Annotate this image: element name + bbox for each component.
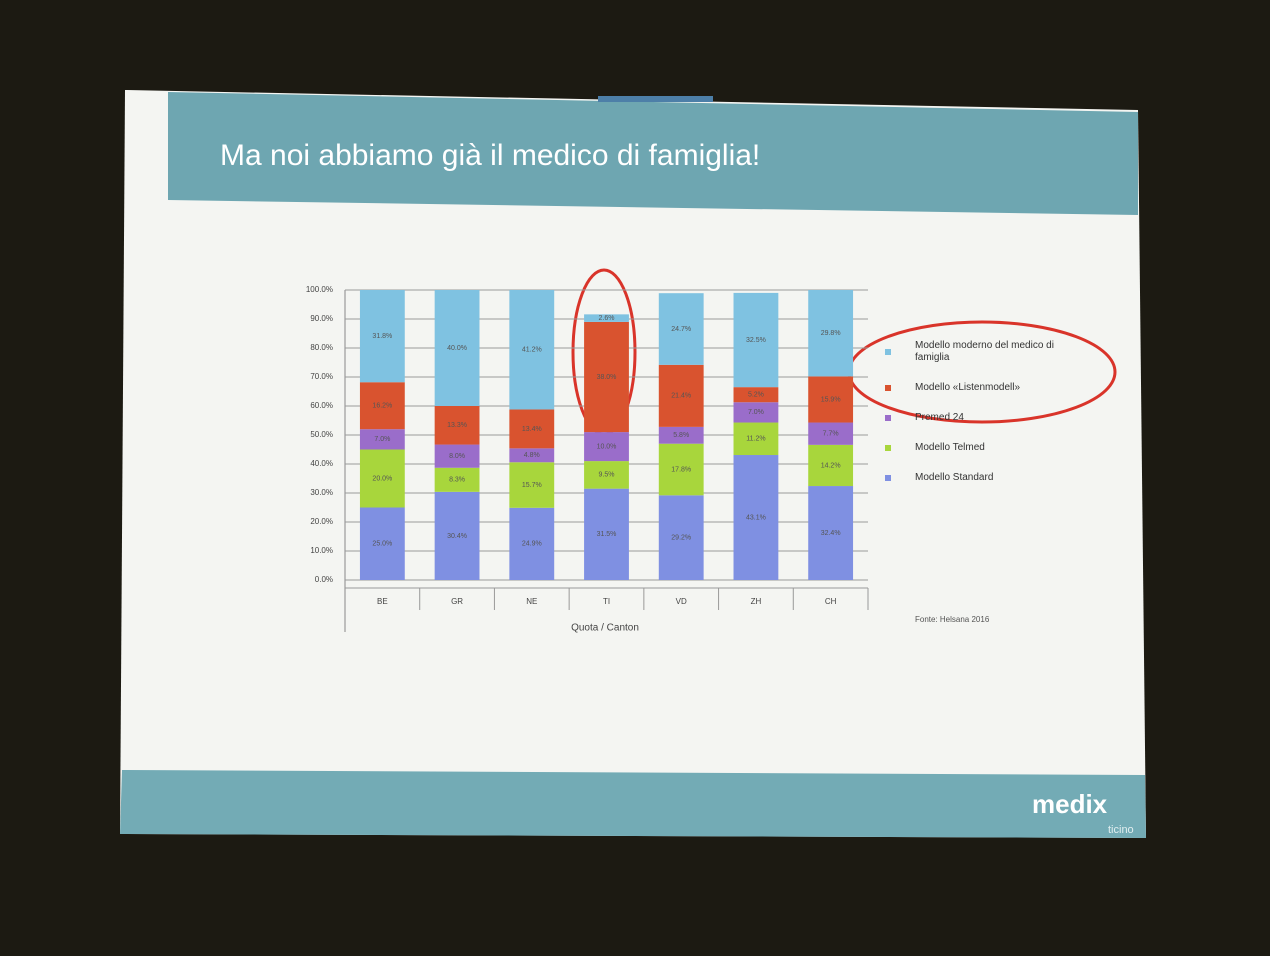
header-accent	[598, 96, 713, 102]
legend-label: Modello «Listenmodell»	[915, 382, 1055, 394]
legend-item: Modello «Listenmodell»	[885, 382, 1075, 394]
data-label: 30.4%	[447, 533, 467, 540]
data-label: 4.8%	[524, 452, 540, 459]
data-label: 24.9%	[522, 541, 542, 548]
data-label: 38.0%	[597, 374, 617, 381]
logo: medix	[1032, 789, 1108, 819]
data-label: 15.9%	[821, 396, 841, 403]
data-label: 31.8%	[372, 333, 392, 340]
data-label: 5.8%	[673, 432, 689, 439]
source: Fonte: Helsana 2016	[915, 615, 990, 624]
data-label: 41.2%	[522, 347, 542, 354]
data-label: 5.2%	[748, 392, 764, 399]
legend-swatch	[885, 475, 891, 481]
data-label: 16.2%	[372, 403, 392, 410]
slide-title: Ma noi abbiamo già il medico di famiglia…	[220, 139, 760, 172]
data-label: 13.4%	[522, 426, 542, 433]
y-tick-label: 50.0%	[310, 430, 333, 439]
data-label: 43.1%	[746, 514, 766, 521]
data-label: 9.5%	[599, 472, 615, 479]
data-label: 7.7%	[823, 431, 839, 438]
data-label: 13.3%	[447, 422, 467, 429]
data-label: 14.2%	[821, 462, 841, 469]
data-label: 40.0%	[447, 345, 467, 352]
legend-swatch	[885, 385, 891, 391]
legend-label: Modello moderno del medico di famiglia	[915, 340, 1055, 364]
x-tick-label: TI	[603, 597, 610, 606]
scene: Ma noi abbiamo già il medico di famiglia…	[0, 0, 1270, 956]
legend-label: Modello Telmed	[915, 442, 1055, 454]
data-label: 20.0%	[372, 475, 392, 482]
data-label: 15.7%	[522, 482, 542, 489]
x-tick-label: VD	[676, 597, 687, 606]
legend-item: Modello moderno del medico di famiglia	[885, 340, 1075, 364]
y-tick-label: 100.0%	[306, 285, 333, 294]
data-label: 31.5%	[597, 531, 617, 538]
page: {"slide_title": "Ma noi abbiamo già il m…	[0, 0, 1270, 956]
legend-swatch	[885, 349, 891, 355]
y-tick-label: 10.0%	[310, 546, 333, 555]
data-label: 7.0%	[374, 436, 390, 443]
y-tick-label: 30.0%	[310, 488, 333, 497]
data-label: 2.6%	[599, 315, 615, 322]
legend-item: Premed 24	[885, 412, 1075, 424]
y-tick-label: 70.0%	[310, 372, 333, 381]
data-label: 25.0%	[372, 541, 392, 548]
y-tick-label: 90.0%	[310, 314, 333, 323]
footer-band	[120, 770, 1146, 838]
y-tick-label: 20.0%	[310, 517, 333, 526]
data-label: 32.4%	[821, 530, 841, 537]
legend: Modello moderno del medico di famiglia Mo…	[885, 340, 1075, 502]
data-label: 7.0%	[748, 409, 764, 416]
legend-item: Modello Telmed	[885, 442, 1075, 454]
y-tick-label: 40.0%	[310, 459, 333, 468]
data-label: 11.2%	[746, 436, 765, 443]
legend-label: Premed 24	[915, 412, 1055, 424]
y-tick-label: 60.0%	[310, 401, 333, 410]
y-tick-label: 0.0%	[315, 575, 333, 584]
data-label: 10.0%	[597, 443, 617, 450]
data-label: 24.7%	[671, 326, 691, 333]
logo-subtitle: ticino	[1108, 824, 1134, 836]
legend-swatch	[885, 415, 891, 421]
data-label: 29.8%	[821, 330, 841, 337]
x-tick-label: GR	[451, 597, 463, 606]
data-label: 32.5%	[746, 337, 766, 344]
x-axis-label: Quota / Canton	[571, 623, 639, 634]
data-label: 8.3%	[449, 477, 465, 484]
legend-item: Modello Standard	[885, 472, 1075, 484]
x-tick-label: CH	[825, 597, 837, 606]
legend-swatch	[885, 445, 891, 451]
y-tick-label: 80.0%	[310, 343, 333, 352]
data-label: 8.0%	[449, 453, 465, 460]
data-label: 29.2%	[671, 535, 691, 542]
data-label: 21.4%	[671, 393, 691, 400]
legend-label: Modello Standard	[915, 472, 1055, 484]
x-tick-label: NE	[526, 597, 537, 606]
x-tick-label: ZH	[751, 597, 762, 606]
x-tick-label: BE	[377, 597, 388, 606]
data-label: 17.8%	[671, 466, 691, 473]
